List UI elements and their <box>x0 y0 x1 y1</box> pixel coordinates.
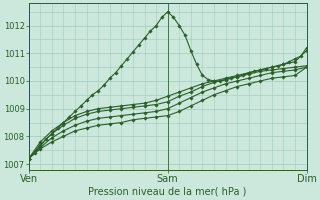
X-axis label: Pression niveau de la mer( hPa ): Pression niveau de la mer( hPa ) <box>89 187 247 197</box>
